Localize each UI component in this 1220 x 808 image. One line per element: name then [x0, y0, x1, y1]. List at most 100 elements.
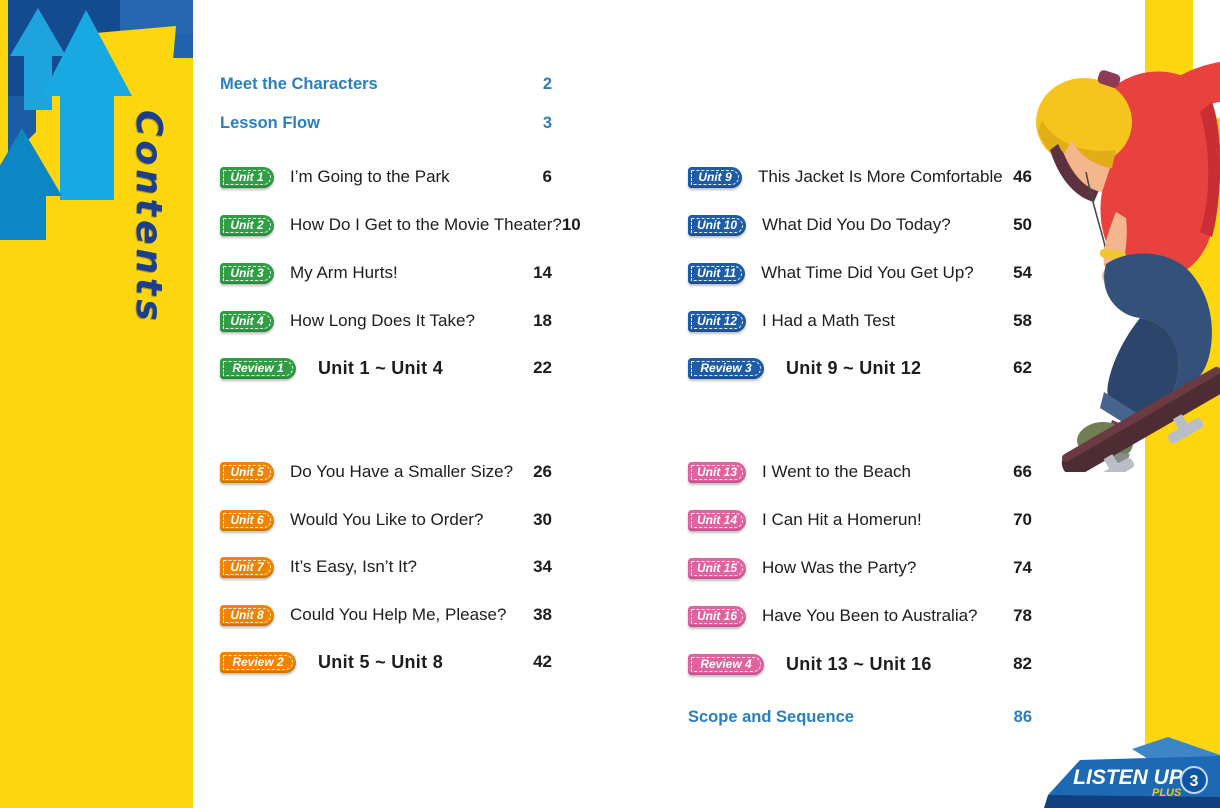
unit-badge: Unit 15	[688, 557, 747, 579]
skateboard	[1061, 366, 1220, 472]
unit-badge: Unit 10	[688, 214, 747, 236]
unit-badge: Unit 8	[220, 604, 274, 626]
unit-badge: Unit 3	[220, 262, 274, 284]
unit-title: Could You Help Me, Please?	[290, 605, 507, 624]
level-number: 3	[1190, 773, 1199, 790]
unit-title: How Do I Get to the Movie Theater?	[290, 215, 562, 234]
unit-title: What Did You Do Today?	[762, 215, 951, 234]
review-badge: Review 4	[688, 653, 764, 675]
toc-entry-unit-12: Unit 12 I Had a Math Test 58	[688, 308, 1032, 334]
page-number: 82	[1013, 654, 1032, 673]
toc-entry-review-1: Review 1 Unit 1 ~ Unit 4 22	[220, 355, 552, 381]
unit-badge: Unit 1	[220, 166, 274, 188]
entry-title: Lesson Flow	[220, 113, 320, 132]
unit-title: This Jacket Is More Comfortable	[758, 167, 1003, 186]
toc-entry-lesson-flow: Lesson Flow 3	[220, 110, 552, 136]
page-number: 26	[533, 462, 552, 481]
review-title: Unit 13 ~ Unit 16	[786, 653, 932, 674]
toc-entry-unit-4: Unit 4 How Long Does It Take? 18	[220, 308, 552, 334]
unit-badge: Unit 12	[688, 310, 747, 332]
unit-title: How Long Does It Take?	[290, 311, 475, 330]
unit-title: I Can Hit a Homerun!	[762, 510, 922, 529]
skateboarder-illustration	[1036, 62, 1220, 472]
brand-plus: PLUS	[1152, 787, 1182, 799]
page-number: 34	[533, 557, 552, 576]
review-badge: Review 1	[220, 357, 296, 379]
page-number: 50	[1013, 215, 1032, 234]
toc-entry-meet-the-characters: Meet the Characters 2	[220, 71, 552, 97]
unit-badge: Unit 13	[688, 461, 747, 483]
entry-title: Meet the Characters	[220, 74, 378, 93]
page-number: 3	[542, 113, 552, 132]
toc-entry-unit-15: Unit 15 How Was the Party? 74	[688, 555, 1032, 581]
toc-entry-scope-and-sequence: Scope and Sequence 86	[688, 704, 1032, 730]
page-number: 10	[561, 215, 581, 234]
page-number: 70	[1013, 510, 1032, 529]
review-title: Unit 1 ~ Unit 4	[318, 357, 444, 378]
page-number: 74	[1013, 558, 1032, 577]
unit-title: Would You Like to Order?	[290, 510, 484, 529]
toc-entry-unit-14: Unit 14 I Can Hit a Homerun! 70	[688, 507, 1032, 533]
toc-entry-unit-7: Unit 7 It’s Easy, Isn’t It? 34	[220, 554, 552, 580]
sidebar: Contents	[0, 0, 193, 808]
unit-title: Have You Been to Australia?	[762, 606, 978, 625]
review-title: Unit 5 ~ Unit 8	[318, 651, 444, 672]
level-circle	[1180, 766, 1208, 794]
unit-title: How Was the Party?	[762, 558, 917, 577]
page-number: 2	[542, 74, 552, 93]
toc-entry-unit-6: Unit 6 Would You Like to Order? 30	[220, 507, 552, 533]
toc-entry-unit-13: Unit 13 I Went to the Beach 66	[688, 459, 1032, 485]
unit-title: Do You Have a Smaller Size?	[290, 462, 514, 481]
brand-banner: LISTEN UP PLUS 3	[1044, 737, 1220, 808]
unit-badge: Unit 11	[688, 262, 746, 284]
page-number: 46	[1013, 167, 1032, 186]
unit-title: I’m Going to the Park	[290, 167, 450, 186]
entry-title: Scope and Sequence	[688, 707, 854, 726]
page-number: 86	[1013, 707, 1032, 726]
unit-badge: Unit 2	[220, 214, 274, 236]
review-badge: Review 2	[220, 651, 296, 673]
page-number: 58	[1013, 311, 1032, 330]
unit-badge: Unit 5	[220, 461, 274, 483]
toc-entry-review-4: Review 4 Unit 13 ~ Unit 16 82	[688, 651, 1032, 677]
page-number: 14	[533, 263, 552, 282]
brand-name: LISTEN UP	[1073, 766, 1184, 789]
page-number: 54	[1013, 263, 1032, 282]
page-title: Contents	[128, 110, 169, 325]
toc-entry-unit-10: Unit 10 What Did You Do Today? 50	[688, 212, 1032, 238]
toc-entry-unit-8: Unit 8 Could You Help Me, Please? 38	[220, 602, 552, 628]
unit-badge: Unit 6	[220, 509, 274, 531]
toc-entry-unit-5: Unit 5 Do You Have a Smaller Size? 26	[220, 459, 552, 485]
toc-entry-unit-3: Unit 3 My Arm Hurts! 14	[220, 260, 552, 286]
sidebar-arrow-art	[0, 0, 193, 808]
toc-entry-review-2: Review 2 Unit 5 ~ Unit 8 42	[220, 649, 552, 675]
unit-title: I Had a Math Test	[762, 311, 895, 330]
unit-badge: Unit 9	[688, 166, 742, 188]
page-number: 18	[533, 311, 552, 330]
page-number: 38	[533, 605, 552, 624]
toc-entry-unit-1: Unit 1 I’m Going to the Park 6	[220, 164, 552, 190]
page-number: 30	[533, 510, 552, 529]
cyan-arrow-partial	[0, 128, 62, 240]
toc-entry-review-3: Review 3 Unit 9 ~ Unit 12 62	[688, 355, 1032, 381]
unit-title: I Went to the Beach	[762, 462, 912, 481]
unit-badge: Unit 16	[688, 605, 747, 627]
unit-badge: Unit 14	[688, 509, 747, 531]
page-number: 22	[533, 358, 552, 377]
unit-title: It’s Easy, Isn’t It?	[290, 557, 417, 576]
toc-entry-unit-11: Unit 11 What Time Did You Get Up? 54	[688, 260, 1032, 286]
page-number: 6	[542, 167, 552, 186]
page-number: 42	[533, 652, 552, 671]
toc-entry-unit-16: Unit 16 Have You Been to Australia? 78	[688, 603, 1032, 629]
cyan-arrow-large	[42, 10, 132, 200]
page-number: 66	[1013, 462, 1032, 481]
unit-title: My Arm Hurts!	[290, 263, 398, 282]
review-title: Unit 9 ~ Unit 12	[786, 357, 922, 378]
toc-entry-unit-2: Unit 2 How Do I Get to the Movie Theater…	[220, 212, 581, 238]
unit-badge: Unit 7	[220, 556, 274, 578]
unit-badge: Unit 4	[220, 310, 274, 332]
page-number: 62	[1013, 358, 1032, 377]
unit-title: What Time Did You Get Up?	[761, 263, 974, 282]
review-badge: Review 3	[688, 357, 764, 379]
